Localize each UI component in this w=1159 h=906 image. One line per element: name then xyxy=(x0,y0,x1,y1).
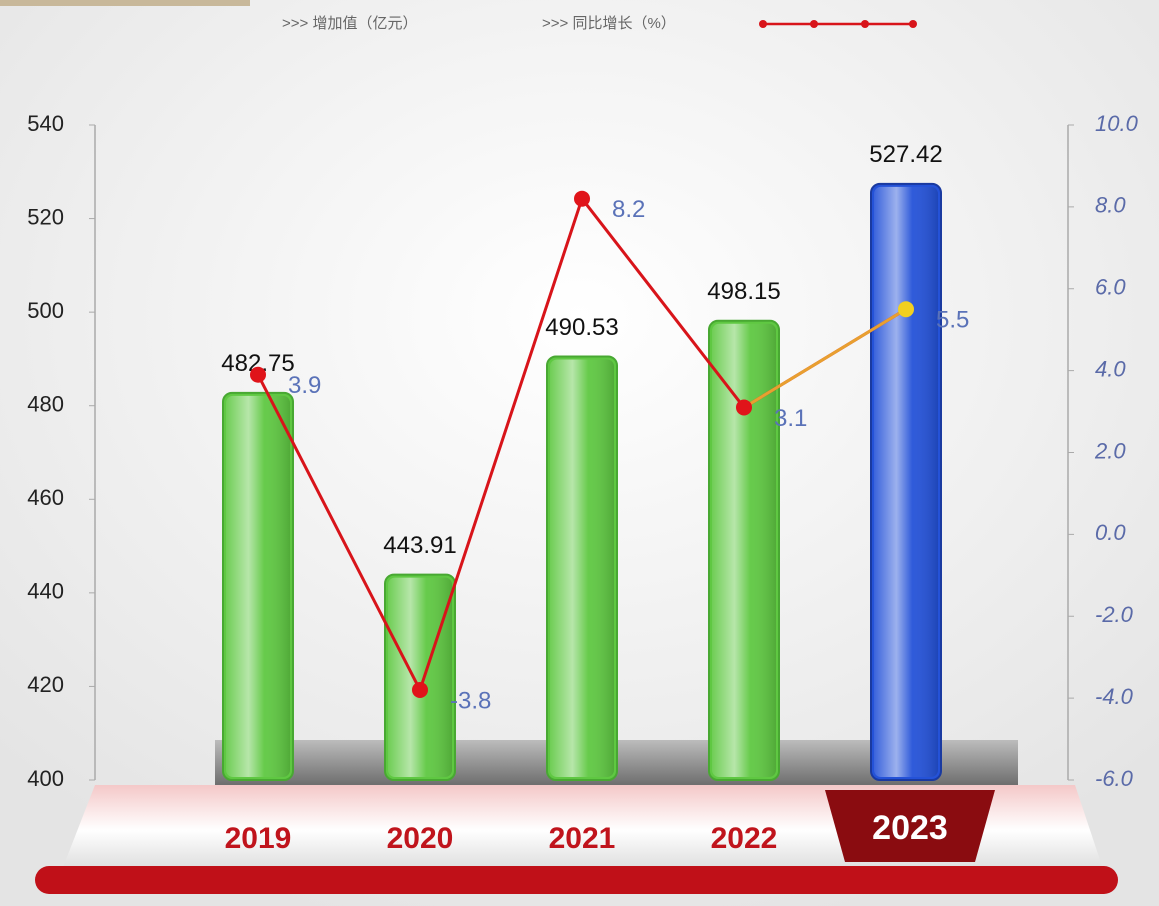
y-tick-label: 540 xyxy=(27,111,64,136)
growth-point xyxy=(250,366,266,383)
x-tick-label: 2020 xyxy=(387,822,454,855)
y2-tick-label: -6.0 xyxy=(1095,766,1134,791)
legend-dot xyxy=(759,20,767,28)
x-tick-label: 2019 xyxy=(225,822,292,855)
y2-tick-label: -2.0 xyxy=(1095,602,1134,627)
growth-label: 3.9 xyxy=(288,372,321,399)
value-label: 443.91 xyxy=(383,532,456,559)
y2-tick-label: 2.0 xyxy=(1094,438,1126,463)
stage-rim xyxy=(35,866,1118,894)
growth-point xyxy=(574,190,590,207)
value-label: 498.15 xyxy=(707,278,780,305)
y-tick-label: 440 xyxy=(27,579,64,604)
top-strip xyxy=(0,0,250,6)
growth-label: 8.2 xyxy=(612,196,645,223)
value-label: 490.53 xyxy=(545,314,618,341)
growth-line-highlight xyxy=(743,307,907,409)
y-tick-label: 500 xyxy=(27,298,64,323)
y-tick-label: 460 xyxy=(27,485,64,510)
growth-label: -3.8 xyxy=(450,687,491,714)
y2-tick-label: 8.0 xyxy=(1095,193,1126,218)
bar-shine xyxy=(226,395,290,777)
highlight-badge xyxy=(825,790,995,862)
growth-point xyxy=(412,681,428,698)
y-tick-label: 480 xyxy=(27,392,64,417)
bar-shine xyxy=(874,186,938,777)
bar-shine xyxy=(388,577,452,777)
y2-tick-label: 0.0 xyxy=(1095,520,1126,545)
legend-label: >>> 增加值（亿元） xyxy=(282,15,417,32)
growth-point xyxy=(736,399,752,416)
y-tick-label: 520 xyxy=(27,204,64,229)
legend-dot xyxy=(861,20,869,28)
bar-shine xyxy=(550,359,614,777)
x-tick-label: 2023 xyxy=(872,809,948,847)
growth-point xyxy=(898,301,914,318)
legend-dot xyxy=(909,20,917,28)
value-label: 527.42 xyxy=(869,141,942,168)
y2-tick-label: -4.0 xyxy=(1095,684,1134,709)
y2-tick-label: 6.0 xyxy=(1095,275,1126,300)
legend-dot xyxy=(810,20,818,28)
y-tick-label: 420 xyxy=(27,672,64,697)
y-tick-label: 400 xyxy=(27,766,64,791)
growth-label: 3.1 xyxy=(774,405,807,432)
y2-tick-label: 10.0 xyxy=(1095,111,1139,136)
bar-shine xyxy=(712,323,776,777)
legend-label: >>> 同比增长（%） xyxy=(542,15,676,32)
growth-label: 5.5 xyxy=(936,307,969,334)
y2-tick-label: 4.0 xyxy=(1095,356,1126,381)
x-tick-label: 2021 xyxy=(549,822,616,855)
x-tick-label: 2022 xyxy=(711,822,778,855)
